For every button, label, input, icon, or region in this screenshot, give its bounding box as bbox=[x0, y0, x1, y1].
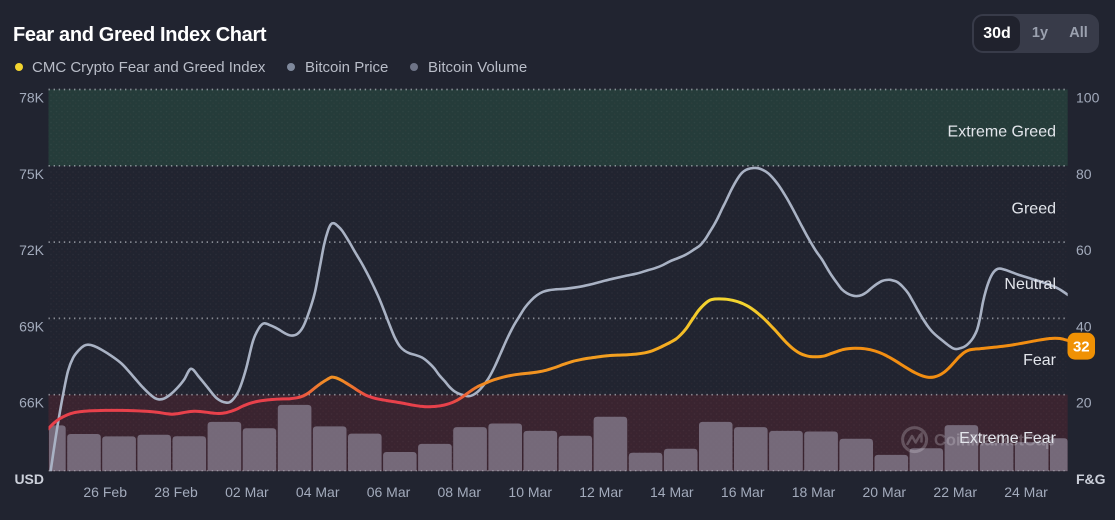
svg-text:Neutral: Neutral bbox=[1004, 276, 1056, 293]
svg-text:08 Mar: 08 Mar bbox=[438, 484, 482, 500]
svg-text:02 Mar: 02 Mar bbox=[225, 484, 269, 500]
svg-text:F&G: F&G bbox=[1076, 471, 1106, 487]
svg-text:80: 80 bbox=[1076, 166, 1092, 182]
svg-text:Extreme Fear: Extreme Fear bbox=[959, 430, 1057, 447]
svg-text:20 Mar: 20 Mar bbox=[863, 484, 907, 500]
svg-text:24 Mar: 24 Mar bbox=[1004, 484, 1048, 500]
svg-text:60: 60 bbox=[1076, 242, 1092, 258]
svg-text:22 Mar: 22 Mar bbox=[933, 484, 977, 500]
svg-text:12 Mar: 12 Mar bbox=[579, 484, 623, 500]
svg-text:20: 20 bbox=[1076, 395, 1092, 411]
svg-text:04 Mar: 04 Mar bbox=[296, 484, 340, 500]
svg-text:28 Feb: 28 Feb bbox=[154, 484, 198, 500]
svg-text:USD: USD bbox=[14, 471, 44, 487]
svg-text:32: 32 bbox=[1073, 339, 1090, 356]
svg-text:06 Mar: 06 Mar bbox=[367, 484, 411, 500]
svg-text:Fear: Fear bbox=[1023, 352, 1057, 369]
svg-text:Greed: Greed bbox=[1012, 201, 1056, 218]
svg-text:18 Mar: 18 Mar bbox=[792, 484, 836, 500]
svg-text:14 Mar: 14 Mar bbox=[650, 484, 694, 500]
svg-text:69K: 69K bbox=[19, 318, 45, 334]
svg-text:CoinMarketCap: CoinMarketCap bbox=[934, 432, 1055, 450]
svg-text:100: 100 bbox=[1076, 90, 1100, 106]
svg-text:78K: 78K bbox=[19, 90, 45, 106]
svg-text:75K: 75K bbox=[19, 166, 45, 182]
svg-text:72K: 72K bbox=[19, 242, 45, 258]
svg-text:10 Mar: 10 Mar bbox=[508, 484, 552, 500]
svg-text:40: 40 bbox=[1076, 318, 1092, 334]
svg-text:Extreme Greed: Extreme Greed bbox=[948, 124, 1056, 141]
svg-text:66K: 66K bbox=[19, 395, 45, 411]
svg-text:16 Mar: 16 Mar bbox=[721, 484, 765, 500]
svg-text:26 Feb: 26 Feb bbox=[83, 484, 127, 500]
